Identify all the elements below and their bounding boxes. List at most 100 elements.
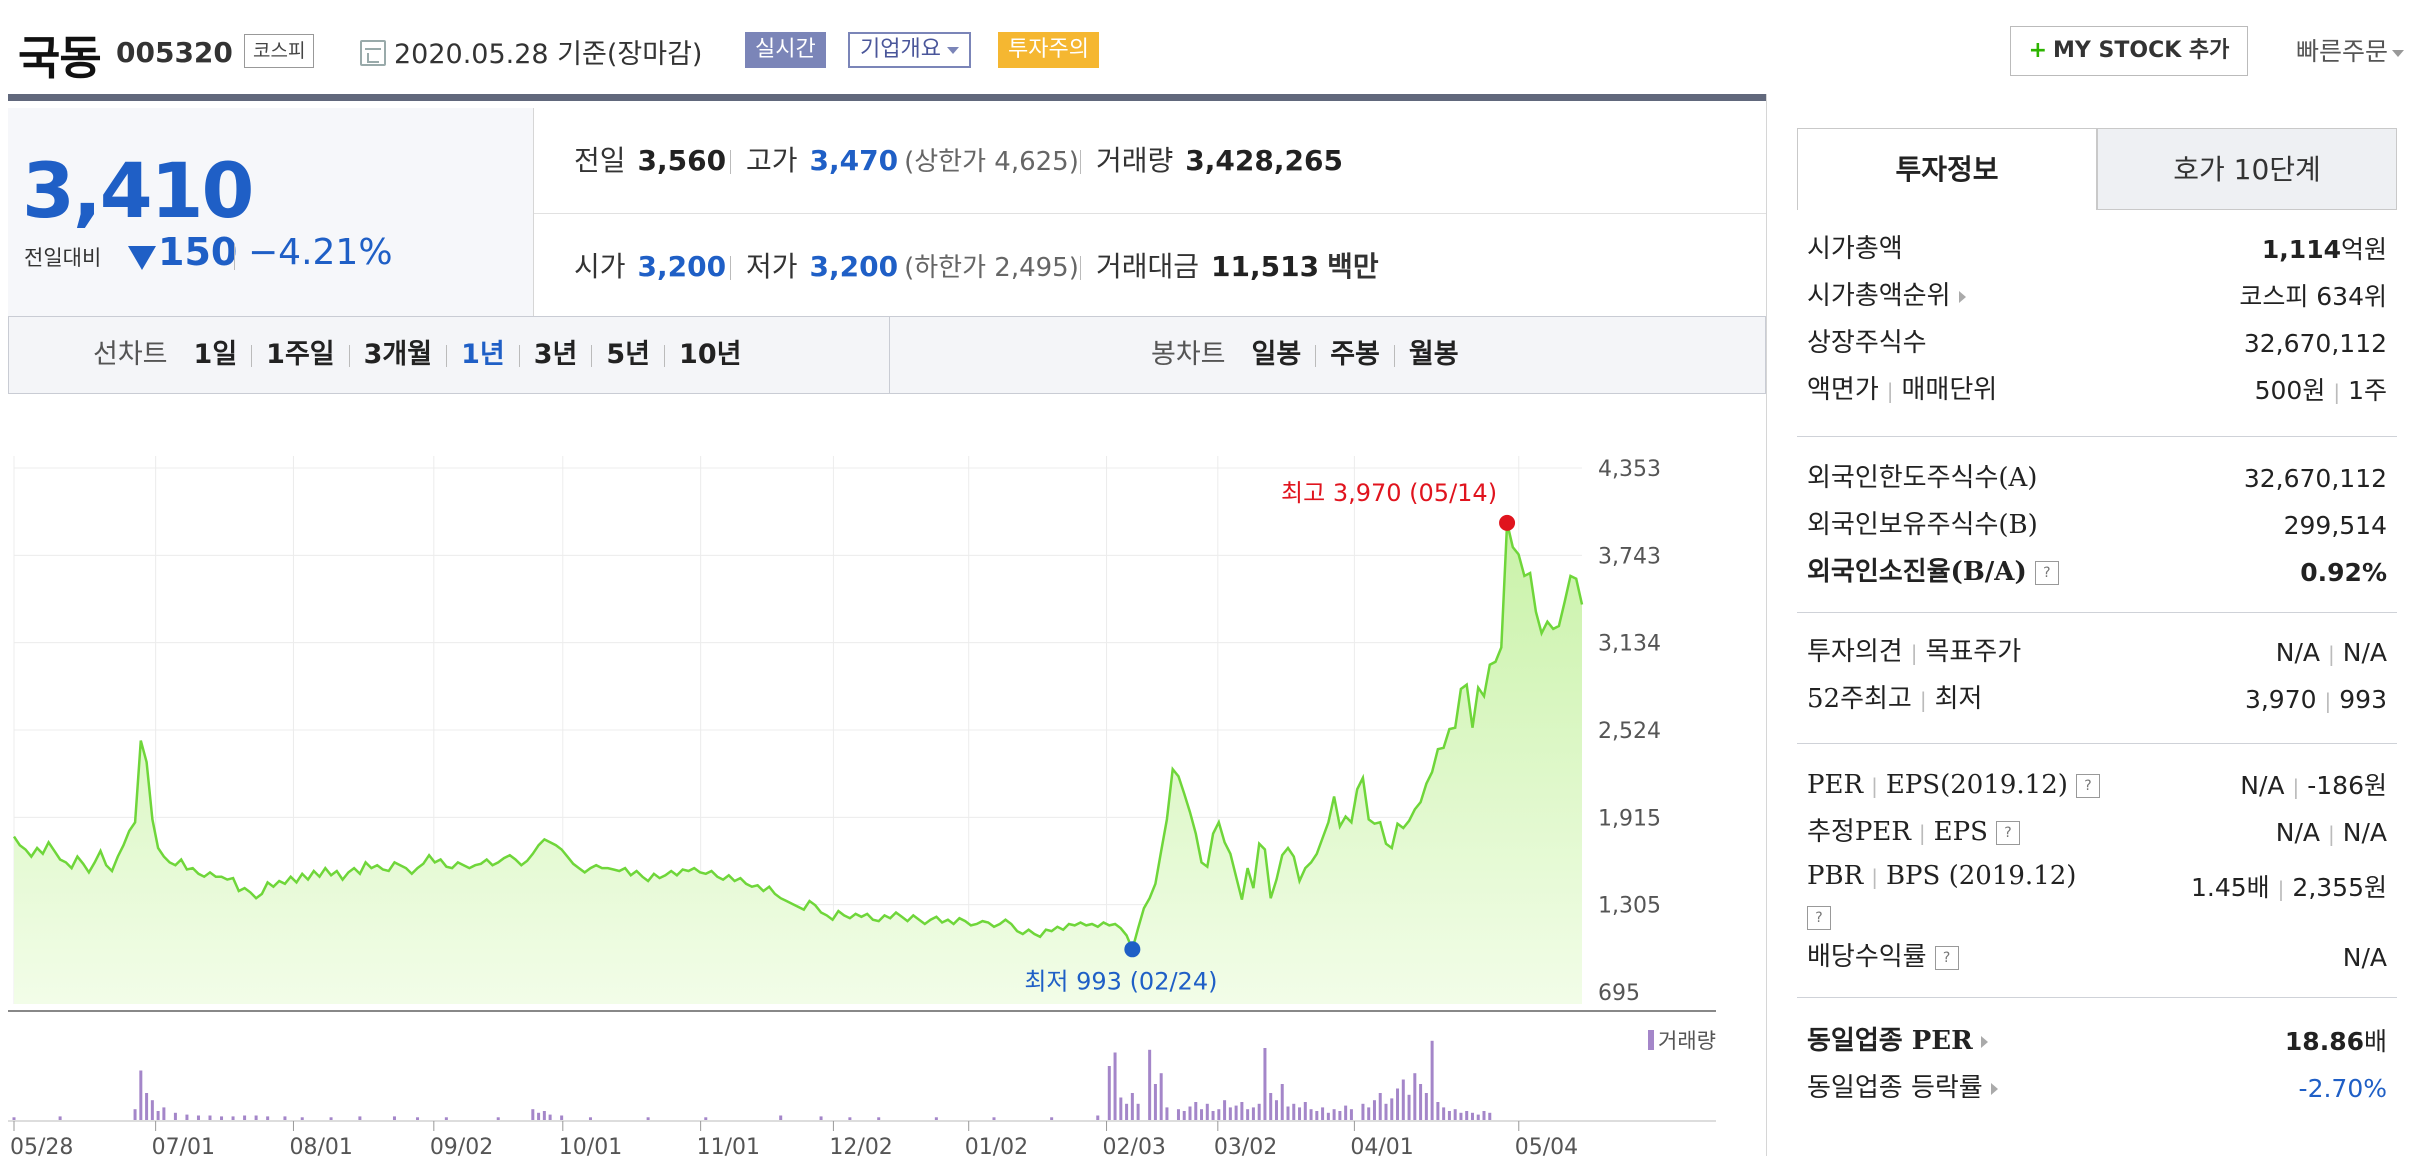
volume-bar bbox=[196, 1115, 200, 1120]
tab-candle-type-1[interactable]: 주봉 bbox=[1330, 339, 1380, 370]
sector-per-value: 18.86배 bbox=[2285, 1018, 2387, 1065]
quick-order-dropdown[interactable]: 빠른주문 bbox=[2296, 32, 2405, 68]
price-line bbox=[12, 522, 1584, 954]
foreign-hold-value: 299,514 bbox=[2283, 511, 2387, 540]
volume-bar bbox=[1205, 1103, 1209, 1120]
week52-label: 52주최고 | 최저 bbox=[1807, 684, 1983, 714]
par-unit-value: 500원 | 1주 bbox=[2254, 376, 2387, 405]
info-row: 52주최고 | 최저 3,970 | 993 bbox=[1797, 676, 2397, 723]
base-date: 2020.05.28 기준(장마감) bbox=[394, 39, 703, 70]
volume-bar bbox=[145, 1093, 149, 1120]
info-row: 추정PER | EPS? N/A | N/A bbox=[1797, 809, 2397, 856]
volume-bar bbox=[1159, 1073, 1163, 1120]
tab-investment-info[interactable]: 투자정보 bbox=[1797, 128, 2097, 210]
volume-bar bbox=[1298, 1107, 1302, 1120]
x-tick-label: 02/03 bbox=[1103, 1135, 1166, 1156]
volume-bar bbox=[1424, 1093, 1428, 1120]
info-row: PER | EPS(2019.12)? N/A | -186원 bbox=[1797, 762, 2397, 809]
help-icon[interactable]: ? bbox=[1807, 906, 1831, 930]
market-cap-rank-link[interactable]: 시가총액순위 bbox=[1807, 273, 1966, 320]
y-tick-label: 4,353 bbox=[1598, 457, 1661, 482]
chevron-right-icon bbox=[1980, 1036, 1988, 1048]
market-cap-rank-value: 코스피 634위 bbox=[2239, 282, 2387, 311]
target-price-label: 목표주가 bbox=[1925, 637, 2022, 667]
volume-bar bbox=[1459, 1112, 1463, 1120]
tab-candle-type-0[interactable]: 일봉 bbox=[1251, 339, 1302, 370]
volume-bar bbox=[1338, 1111, 1342, 1120]
volume-bar bbox=[1315, 1111, 1319, 1120]
volume-bar bbox=[1194, 1102, 1198, 1120]
week52-high-value: 3,970 bbox=[2244, 685, 2317, 714]
tab-line-period-6[interactable]: 10년 bbox=[679, 339, 742, 370]
price-area bbox=[12, 522, 1584, 1004]
volume-bar bbox=[1390, 1098, 1394, 1120]
volume-bar bbox=[231, 1116, 235, 1120]
help-icon[interactable]: ? bbox=[2034, 561, 2059, 585]
volume-bar bbox=[1430, 1040, 1434, 1120]
investment-warning-badge[interactable]: 투자주의 bbox=[998, 32, 1099, 68]
sector-change-link[interactable]: 동일업종 등락률 bbox=[1807, 1065, 1998, 1112]
volume-bar bbox=[1442, 1107, 1446, 1120]
divider bbox=[591, 344, 593, 367]
market-cap-label: 시가총액 bbox=[1807, 234, 1903, 264]
volume-bar bbox=[1240, 1102, 1244, 1120]
change-rate: −4.21% bbox=[248, 232, 393, 273]
help-icon[interactable]: ? bbox=[2075, 774, 2100, 798]
volume-bar bbox=[416, 1117, 420, 1120]
volume-bar bbox=[1050, 1117, 1054, 1120]
volume-bar bbox=[542, 1111, 546, 1120]
help-icon[interactable]: ? bbox=[1995, 821, 2020, 845]
add-my-stock-button[interactable]: + MY STOCK 추가 bbox=[2010, 26, 2248, 76]
par-value: 500원 bbox=[2254, 376, 2326, 405]
tab-order-book[interactable]: 호가 10단계 bbox=[2097, 128, 2397, 210]
tab-line-period-1[interactable]: 1주일 bbox=[266, 339, 335, 370]
volume-bar bbox=[1148, 1049, 1152, 1120]
company-overview-label: 기업개요 bbox=[860, 37, 941, 62]
volume-bar bbox=[1188, 1106, 1192, 1120]
divider bbox=[1315, 344, 1317, 367]
stock-code: 005320 bbox=[116, 36, 233, 69]
volume-bar bbox=[1246, 1109, 1250, 1120]
low-value: 3,200 bbox=[809, 250, 899, 283]
realtime-button[interactable]: 실시간 bbox=[745, 32, 826, 68]
x-tick-label: 05/04 bbox=[1515, 1135, 1578, 1156]
eps-value: -186원 bbox=[2307, 771, 2387, 800]
price-chart[interactable]: 4,353 3,743 3,134 2,524 1,915 1,305 695 최고 3,9… bbox=[0, 396, 1766, 1156]
per-value: N/A bbox=[2240, 771, 2285, 800]
tab-line-period-5[interactable]: 5년 bbox=[606, 339, 651, 370]
sector-per-number: 18.86 bbox=[2284, 1027, 2364, 1056]
volume-bar bbox=[1465, 1111, 1469, 1120]
volume-bar bbox=[848, 1117, 852, 1120]
candle-chart-title: 봉차트 bbox=[1151, 339, 1226, 370]
sector-per-link[interactable]: 동일업종 PER bbox=[1807, 1018, 1988, 1065]
company-overview-dropdown[interactable]: 기업개요 bbox=[848, 32, 971, 68]
high-label: 고가 bbox=[746, 144, 798, 177]
low-label: 저가 bbox=[746, 250, 798, 283]
dividend-yield-label-wrap: 배당수익률? bbox=[1807, 934, 1959, 981]
sector-group: 동일업종 PER 18.86배 동일업종 등락률 -2.70% bbox=[1797, 998, 2397, 1122]
volume-bar bbox=[1119, 1097, 1123, 1120]
info-row: 동일업종 PER 18.86배 bbox=[1797, 1018, 2397, 1065]
prev-close-value: 3,560 bbox=[637, 144, 727, 177]
volume-bar bbox=[1113, 1052, 1117, 1120]
low-annotation: 최저 993 (02/24) bbox=[1024, 967, 1217, 995]
current-price-box: 3,410 전일대비 150 −4.21% bbox=[8, 108, 534, 321]
help-icon[interactable]: ? bbox=[1934, 946, 1959, 970]
tab-line-period-3[interactable]: 1년 bbox=[461, 339, 505, 370]
tab-line-period-4[interactable]: 3년 bbox=[533, 339, 578, 370]
foreign-rate-label: 외국인소진율(B/A) bbox=[1807, 557, 2027, 587]
pbr-label: PBR bbox=[1807, 861, 1864, 891]
tab-line-period-2[interactable]: 3개월 bbox=[363, 339, 433, 370]
volume-bar bbox=[560, 1115, 564, 1120]
open-value: 3,200 bbox=[637, 250, 727, 283]
per-eps-label: PER | EPS(2019.12)? bbox=[1807, 762, 2100, 810]
volume-bar bbox=[283, 1116, 287, 1120]
amount-value: 11,513 bbox=[1211, 250, 1320, 283]
est-eps-value: N/A bbox=[2342, 818, 2387, 847]
chevron-right-icon bbox=[1990, 1083, 1998, 1095]
volume-bar bbox=[243, 1115, 247, 1120]
tab-candle-type-2[interactable]: 월봉 bbox=[1408, 339, 1459, 370]
price-area-fill bbox=[14, 522, 1582, 1004]
tab-line-period-0[interactable]: 1일 bbox=[193, 339, 238, 370]
volume-bar bbox=[1309, 1109, 1313, 1120]
